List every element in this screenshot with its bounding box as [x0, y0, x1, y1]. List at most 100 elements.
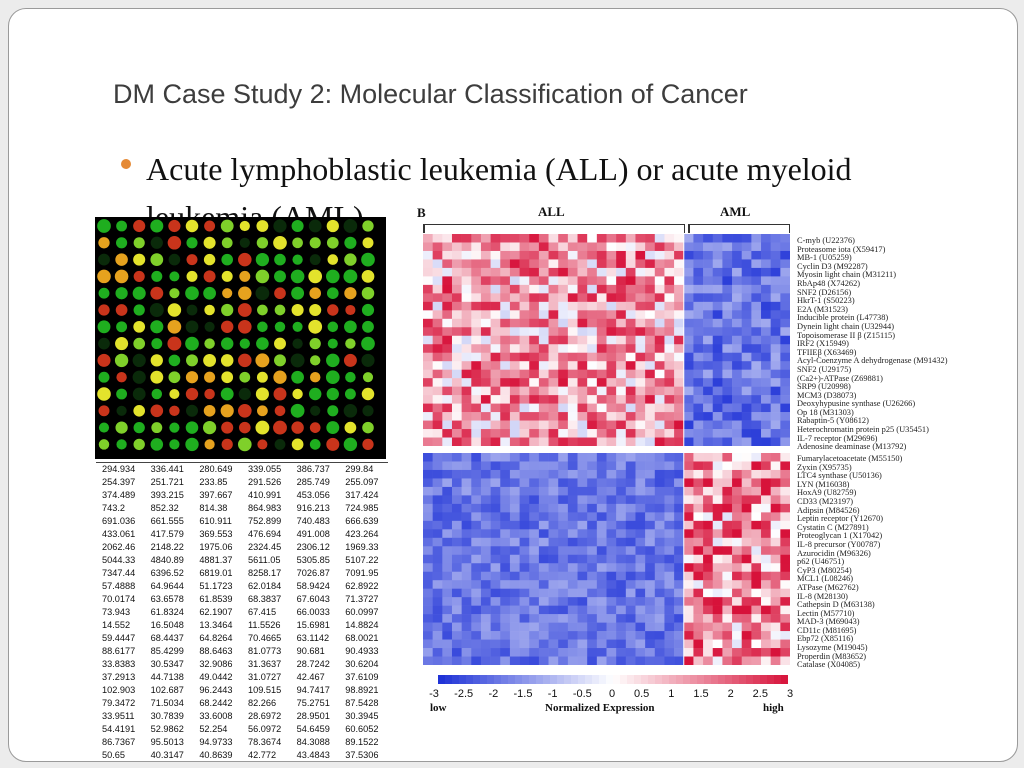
heatmap-cell: [693, 250, 704, 260]
heatmap-cell: [461, 276, 472, 286]
heatmap-cell: [500, 622, 511, 632]
heatmap-cell: [722, 250, 733, 260]
table-cell: 79.3472: [102, 698, 136, 708]
gene-label: Properdin (M83652): [797, 651, 867, 661]
heatmap-cell: [625, 571, 636, 581]
heatmap-cell: [596, 529, 607, 539]
table-cell: 28.9501: [296, 711, 330, 721]
heatmap-cell: [645, 403, 656, 413]
heatmap-cell: [635, 537, 646, 547]
heatmap-cell: [625, 580, 636, 589]
heatmap-cell: [693, 495, 704, 505]
heatmap-cell: [712, 563, 723, 573]
heatmap-cell: [606, 437, 617, 446]
heatmap-cell: [500, 614, 511, 623]
heatmap-cell: [442, 614, 453, 623]
heatmap-cell: [645, 437, 656, 446]
heatmap-cell: [471, 554, 482, 564]
color-scale-tick: 2.5: [752, 688, 768, 700]
microarray-spot: [204, 304, 215, 316]
heatmap-cell: [471, 352, 482, 362]
table-row: 33.9511 30.7839 33.6008 28.6972 28.9501 30.39…: [96, 710, 388, 723]
heatmap-cell: [751, 537, 762, 547]
heatmap-cell: [480, 250, 491, 260]
heatmap-cell: [741, 335, 752, 345]
table-row: 691.036 661.555 610.911 752.899 740.483 666.6…: [96, 515, 388, 528]
heatmap-cell: [471, 546, 482, 556]
heatmap-cell: [500, 429, 511, 438]
heatmap-cell: [432, 461, 443, 471]
heatmap-cell: [761, 242, 771, 252]
heatmap-cell: [761, 648, 771, 657]
heatmap-cell: [703, 242, 714, 252]
table-cell: 5107.22: [345, 555, 379, 565]
heatmap-cell: [606, 469, 617, 479]
table-cell: 62.8922: [345, 581, 379, 591]
heatmap-cell: [442, 310, 453, 320]
heatmap-cell: [451, 276, 462, 286]
microarray-spot: [326, 236, 339, 249]
heatmap-cell: [635, 588, 646, 598]
heatmap-cell: [548, 614, 559, 623]
heatmap-cell: [635, 648, 646, 657]
heatmap-cell: [558, 614, 569, 623]
heatmap-cell: [509, 580, 520, 589]
heatmap-cell: [664, 614, 675, 623]
heatmap-cell: [606, 614, 617, 623]
heatmap-cell: [674, 412, 685, 421]
heatmap-cell: [548, 259, 559, 269]
heatmap-cell: [751, 597, 762, 606]
heatmap-cell: [432, 453, 443, 462]
heatmap-cell: [577, 512, 588, 522]
heatmap-cell: [442, 529, 453, 539]
table-cell: 28.6972: [247, 711, 282, 721]
heatmap-cell: [645, 563, 656, 573]
heatmap-cell: [770, 461, 781, 471]
heatmap-cell: [451, 437, 462, 446]
heatmap-cell: [741, 301, 752, 311]
heatmap-cell: [432, 614, 443, 623]
heatmap-cell: [770, 546, 781, 556]
heatmap-cell: [567, 378, 578, 387]
heatmap-cell: [654, 478, 665, 488]
table-cell: 1969.33: [345, 542, 379, 552]
heatmap-cell: [674, 344, 685, 354]
heatmap-cell: [519, 495, 530, 505]
heatmap-cell: [519, 242, 530, 252]
heatmap-cell: [770, 378, 781, 387]
heatmap-cell: [761, 495, 771, 505]
heatmap-cell: [596, 335, 607, 345]
heatmap-cell: [442, 412, 453, 421]
heatmap-cell: [654, 369, 665, 379]
heatmap-cell: [538, 512, 549, 522]
heatmap-cell: [751, 648, 762, 657]
microarray-spot: [362, 220, 374, 232]
color-scale-segment: [690, 675, 698, 684]
heatmap-cell: [548, 648, 559, 657]
heatmap-cell: [732, 639, 743, 649]
heatmap-cell: [741, 461, 752, 471]
heatmap-cell: [703, 597, 714, 606]
heatmap-cell: [490, 495, 501, 505]
table-cell: 70.0174: [102, 594, 136, 604]
table-cell: 666.639: [345, 516, 379, 526]
color-scale-tick: -2.5: [454, 688, 474, 700]
heatmap-cell: [780, 571, 790, 581]
heatmap-cell: [761, 486, 771, 496]
heatmap-cell: [587, 318, 598, 328]
heatmap-cell: [519, 250, 530, 260]
heatmap-cell: [645, 546, 656, 556]
heatmap-cell: [751, 369, 762, 379]
heatmap-cell: [741, 639, 752, 649]
heatmap-cell: [480, 310, 491, 320]
heatmap-cell: [741, 284, 752, 294]
heatmap-cell: [500, 259, 511, 269]
heatmap-cell: [442, 495, 453, 505]
heatmap-cell: [761, 503, 771, 513]
microarray-spot: [169, 439, 180, 450]
heatmap-cell: [451, 250, 462, 260]
heatmap-cell: [596, 580, 607, 589]
microarray-spot: [185, 371, 199, 384]
table-cell: 814.38: [199, 503, 228, 513]
heatmap-cell: [519, 656, 530, 665]
